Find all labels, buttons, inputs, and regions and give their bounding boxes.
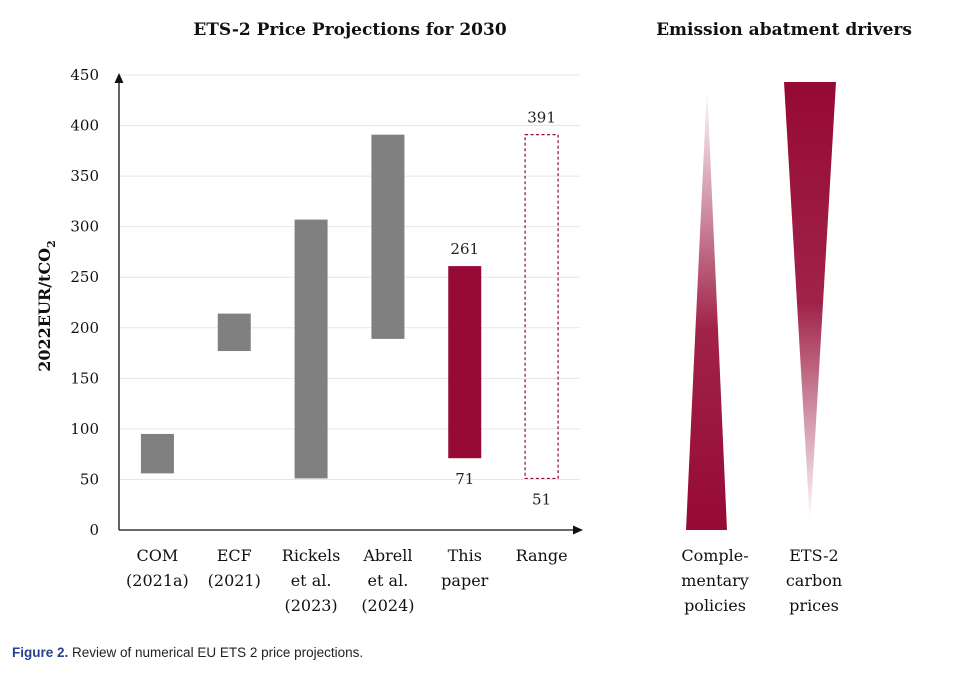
drivers-labels: Comple-mentary policies ETS-2 carbon prices bbox=[681, 546, 842, 615]
figure-number: Figure 2. bbox=[12, 645, 69, 660]
data-label: 51 bbox=[532, 490, 551, 508]
x-tick-label: Abrell bbox=[362, 546, 412, 565]
driver-label: policies bbox=[684, 596, 746, 615]
data-label: 261 bbox=[450, 240, 479, 258]
x-axis-arrow bbox=[573, 525, 583, 535]
driver-label: ETS-2 bbox=[789, 546, 838, 565]
y-tick-label: 250 bbox=[70, 268, 99, 286]
driver-label: carbon bbox=[786, 571, 842, 590]
data-label: 391 bbox=[527, 109, 556, 127]
x-tick-label: Range bbox=[516, 546, 568, 565]
y-tick-label: 150 bbox=[70, 369, 99, 387]
data-labels: 261 71 391 51 bbox=[450, 109, 555, 509]
x-tick-label: COM bbox=[137, 546, 179, 565]
axes bbox=[114, 73, 583, 535]
grid-lines bbox=[119, 74, 580, 480]
range-bar bbox=[217, 313, 251, 352]
x-tick-label: (2021a) bbox=[126, 571, 189, 590]
range-bar bbox=[448, 266, 482, 459]
y-axis-arrow bbox=[114, 73, 124, 83]
x-tick-label: et al. bbox=[368, 571, 409, 590]
x-tick-labels: COM (2021a) ECF (2021) Rickels et al. (2023) Ab… bbox=[126, 546, 568, 615]
y-tick-label: 300 bbox=[70, 218, 99, 236]
y-tick-label: 0 bbox=[89, 521, 99, 539]
x-tick-label: This bbox=[448, 546, 482, 565]
driver-label: Comple- bbox=[681, 546, 748, 565]
figure-caption: Figure 2. Review of numerical EU ETS 2 p… bbox=[12, 645, 363, 660]
x-tick-label: (2023) bbox=[284, 596, 337, 615]
ets2-carbon-prices-wedge bbox=[784, 82, 836, 524]
driver-label: mentary bbox=[681, 571, 749, 590]
y-tick-label: 100 bbox=[70, 420, 99, 438]
range-bars bbox=[140, 134, 559, 480]
x-tick-label: (2021) bbox=[208, 571, 261, 590]
complementary-policies-wedge bbox=[686, 85, 727, 530]
range-bar bbox=[140, 433, 174, 474]
y-tick-label: 450 bbox=[70, 66, 99, 84]
x-tick-label: Rickels bbox=[282, 546, 341, 565]
range-bar bbox=[524, 134, 559, 480]
chart-title: ETS-2 Price Projections for 2030 bbox=[193, 20, 507, 40]
y-tick-label: 400 bbox=[70, 117, 99, 135]
driver-label: prices bbox=[789, 596, 839, 615]
x-tick-label: paper bbox=[441, 571, 488, 590]
data-label: 71 bbox=[455, 470, 474, 488]
y-tick-label: 50 bbox=[80, 470, 99, 488]
caption-text: Review of numerical EU ETS 2 price proje… bbox=[68, 645, 364, 660]
y-tick-label: 200 bbox=[70, 319, 99, 337]
drivers-title: Emission abatment drivers bbox=[656, 20, 912, 40]
x-tick-label: (2024) bbox=[361, 596, 414, 615]
range-bar bbox=[294, 219, 328, 479]
x-tick-label: et al. bbox=[291, 571, 332, 590]
x-tick-label: ECF bbox=[217, 546, 252, 565]
range-bar bbox=[371, 134, 405, 339]
y-axis-label: 2022EUR/tCO2 bbox=[35, 240, 58, 372]
y-tick-label: 350 bbox=[70, 167, 99, 185]
y-tick-labels: 0 50 100 150 200 250 300 350 400 450 bbox=[70, 66, 99, 539]
